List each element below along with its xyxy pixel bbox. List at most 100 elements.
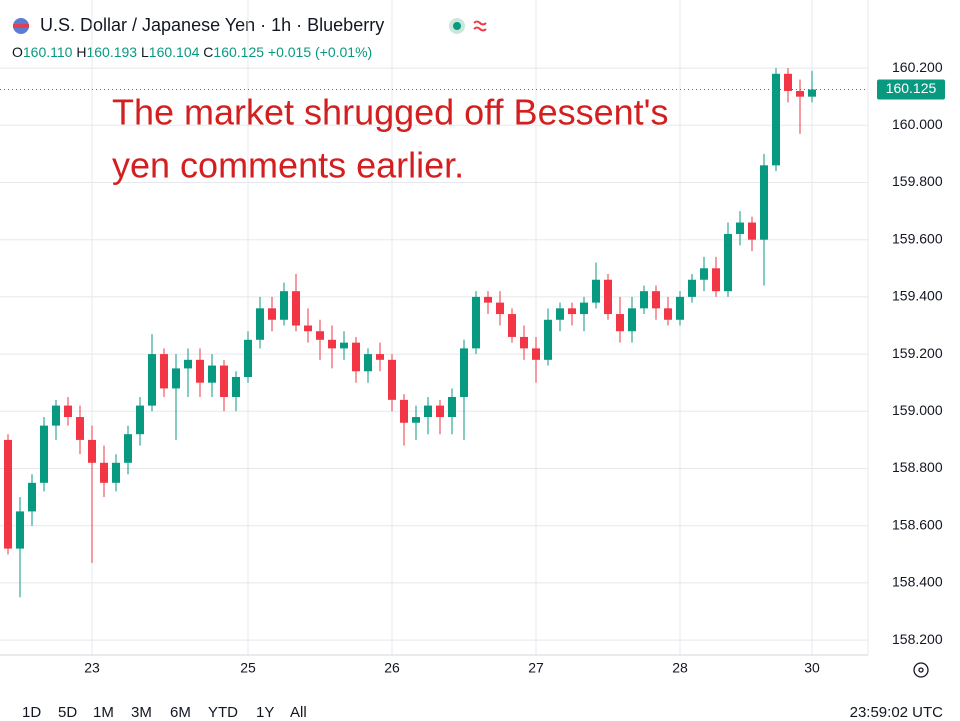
candle-body [400,399,408,423]
candle-body [556,308,564,320]
candle-body [52,405,60,426]
ohlc-line: O160.110 H160.193 L160.104 C160.125 +0.0… [12,44,372,60]
status-dot [453,22,461,30]
range-button[interactable]: 1Y [256,704,274,721]
candle-body [448,397,456,418]
candle-body [724,233,732,292]
y-tick-label: 158.800 [892,459,943,475]
candle-body [268,308,276,320]
flag-stripe [13,24,29,28]
candle-body [388,359,396,400]
ohlc-label: L [141,44,149,60]
candle-body [772,73,780,166]
x-tick-label: 23 [84,660,100,676]
last-price-box [877,79,945,100]
candle-body [88,439,96,463]
settings-icon-core [918,667,924,673]
range-button[interactable]: YTD [208,704,238,721]
stream-icon [473,20,487,32]
y-tick-label: 159.800 [892,173,943,189]
y-tick-label: 158.600 [892,516,943,532]
y-tick-label: 159.000 [892,402,943,418]
ohlc-value: 160.104 [149,44,200,60]
candle-body [376,354,384,360]
range-button[interactable]: 1M [93,704,114,721]
candle-body [412,417,420,423]
candle-body [208,365,216,383]
candle-body [304,325,312,332]
candle-body [148,354,156,406]
candle-body [508,314,516,337]
candle-body [100,462,108,483]
candle-body [256,308,264,340]
candle-body [364,354,372,372]
candle-body [628,308,636,332]
y-tick-label: 160.200 [892,59,943,75]
candle-body [784,73,792,91]
candle-body [520,336,528,349]
last-price-label: 160.125 [886,80,937,96]
candle-body [484,296,492,303]
x-tick-label: 26 [384,660,400,676]
candle-body [352,342,360,372]
candle-body [436,405,444,418]
candle-body [544,319,552,360]
candle-body [736,222,744,234]
candle-body [160,354,168,389]
candle-body [616,314,624,332]
x-tick-label: 27 [528,660,544,676]
annotation: The market shrugged off Bessent's [112,92,669,133]
candle-body [592,279,600,303]
candle-body [688,279,696,297]
y-tick-label: 158.400 [892,574,943,590]
candle-body [640,291,648,309]
candle-body [760,165,768,240]
candle-body [76,417,84,440]
candle-body [16,511,24,549]
clock: 23:59:02 UTC [850,704,944,721]
candle-body [712,268,720,292]
candle-body [196,359,204,383]
range-button[interactable]: 5D [58,704,77,721]
candle-body [328,339,336,349]
ohlc-label: C [203,44,213,60]
candle-body [424,405,432,418]
ohlc-value: 160.193 [86,44,137,60]
range-button[interactable]: 3M [131,704,152,721]
candle-body [28,482,36,512]
candle-body [316,331,324,340]
candle-body [232,376,240,398]
candle-body [4,439,12,549]
y-tick-label: 159.600 [892,230,943,246]
candle-body [604,279,612,315]
y-tick-label: 159.200 [892,345,943,361]
candle-body [808,89,816,97]
candle-body [112,462,120,483]
candle-body [496,302,504,315]
candle-body [568,308,576,315]
candle-body [184,359,192,369]
candle-body [532,348,540,360]
symbol-title: U.S. Dollar / Japanese Yen · 1h · Bluebe… [40,15,384,35]
candle-body [172,368,180,389]
x-tick-label: 25 [240,660,256,676]
range-button[interactable]: All [290,704,307,721]
candle-body [460,348,468,398]
candle-body [700,268,708,280]
candle-body [280,291,288,320]
range-button[interactable]: 6M [170,704,191,721]
ohlc-value: 160.110 [23,44,73,60]
candle-body [580,302,588,315]
ohlc-label: O [12,44,23,60]
range-button[interactable]: 1D [22,704,41,721]
ohlc-label: H [76,44,86,60]
y-tick-label: 160.000 [892,116,943,132]
candle-body [340,342,348,349]
candle-body [472,296,480,349]
candle-body [664,308,672,320]
candle-body [40,425,48,483]
candle-body [292,291,300,326]
candle-body [796,90,804,97]
settings-icon[interactable] [913,662,929,678]
